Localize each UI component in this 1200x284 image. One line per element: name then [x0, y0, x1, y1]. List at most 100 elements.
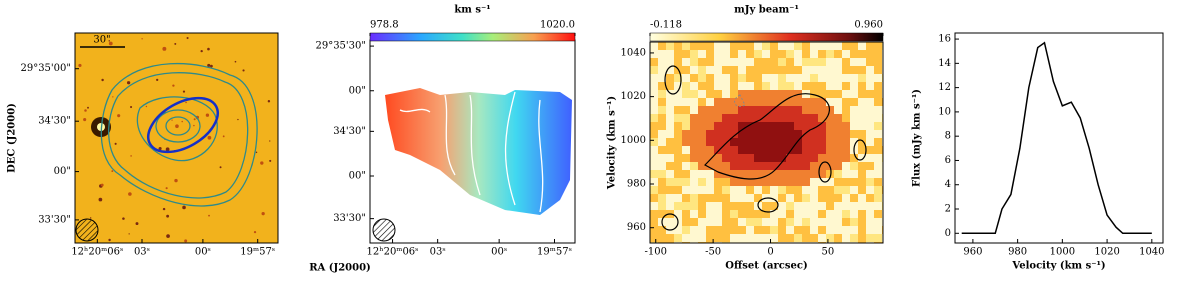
pixel: [802, 170, 810, 178]
pixel: [794, 146, 802, 154]
pixel: [794, 234, 802, 242]
pixel: [730, 146, 738, 154]
star: [162, 207, 166, 211]
pixel: [730, 98, 738, 106]
pixel: [778, 58, 786, 66]
pixel: [730, 210, 738, 218]
pixel: [818, 98, 826, 106]
pixel: [842, 210, 850, 218]
star: [112, 96, 114, 98]
pixel: [706, 74, 714, 82]
pixel: [706, 226, 714, 234]
pixel: [690, 114, 698, 122]
star: [165, 187, 168, 190]
pixel: [842, 218, 850, 226]
pixel: [738, 138, 746, 146]
pixel: [658, 106, 666, 114]
pixel: [794, 98, 802, 106]
pixel: [802, 218, 810, 226]
pixel: [682, 42, 690, 50]
pixel: [786, 186, 794, 194]
axis-label: 00": [349, 85, 366, 96]
pixel: [802, 106, 810, 114]
star: [117, 114, 121, 118]
pixel: [738, 90, 746, 98]
pixel: [722, 194, 730, 202]
star: [175, 124, 179, 129]
pixel: [778, 170, 786, 178]
pixel: [706, 194, 714, 202]
pixel: [786, 210, 794, 218]
pixel: [842, 178, 850, 186]
star: [267, 100, 271, 103]
pixel: [794, 106, 802, 114]
star: [234, 60, 237, 63]
pixel: [730, 122, 738, 130]
pixel: [754, 154, 762, 162]
pixel: [730, 202, 738, 210]
pixel: [650, 114, 658, 122]
pixel: [874, 42, 882, 50]
axis-label: DEC (J2000): [7, 103, 18, 173]
pixel: [874, 66, 882, 74]
pixel: [818, 146, 826, 154]
axis-label: 0: [945, 228, 951, 239]
star: [184, 239, 188, 243]
pixel: [786, 106, 794, 114]
pixel: [818, 82, 826, 90]
pixel: [690, 50, 698, 58]
pixel: [762, 186, 770, 194]
pixel: [778, 66, 786, 74]
pixel: [762, 106, 770, 114]
pixel: [738, 106, 746, 114]
pixel: [690, 146, 698, 154]
pixel: [746, 202, 754, 210]
pixel: [786, 218, 794, 226]
pixel: [810, 234, 818, 242]
pixel: [778, 178, 786, 186]
pixel: [666, 42, 674, 50]
pixel: [722, 218, 730, 226]
pixel: [674, 138, 682, 146]
pixel: [770, 98, 778, 106]
pixel: [770, 42, 778, 50]
pixel: [826, 50, 834, 58]
pixel: [770, 90, 778, 98]
pixel: [754, 194, 762, 202]
pixel: [786, 98, 794, 106]
pixel: [658, 114, 666, 122]
pixel: [674, 186, 682, 194]
pixel: [874, 58, 882, 66]
pixel: [874, 98, 882, 106]
pixel: [850, 234, 858, 242]
pixel: [738, 114, 746, 122]
pixel: [754, 66, 762, 74]
axis-label: 1020.0: [540, 20, 575, 31]
pixel: [778, 218, 786, 226]
pixel: [722, 170, 730, 178]
pixel: [770, 170, 778, 178]
star: [111, 170, 114, 173]
pixel: [722, 202, 730, 210]
pixel: [722, 138, 730, 146]
pixel: [850, 218, 858, 226]
pixel: [706, 82, 714, 90]
star: [269, 140, 271, 142]
optical-image: [75, 33, 278, 243]
star: [130, 106, 133, 109]
axis-label: 1040: [621, 47, 646, 58]
star: [141, 38, 143, 40]
star: [260, 161, 264, 165]
pixel: [770, 106, 778, 114]
star: [108, 40, 110, 42]
pixel: [674, 122, 682, 130]
star: [108, 41, 113, 46]
pixel: [722, 210, 730, 218]
axis-label: 34'30": [333, 126, 366, 137]
pixel: [650, 66, 658, 74]
pixel: [818, 50, 826, 58]
pixel: [714, 146, 722, 154]
pixel: [826, 202, 834, 210]
pixel: [754, 98, 762, 106]
